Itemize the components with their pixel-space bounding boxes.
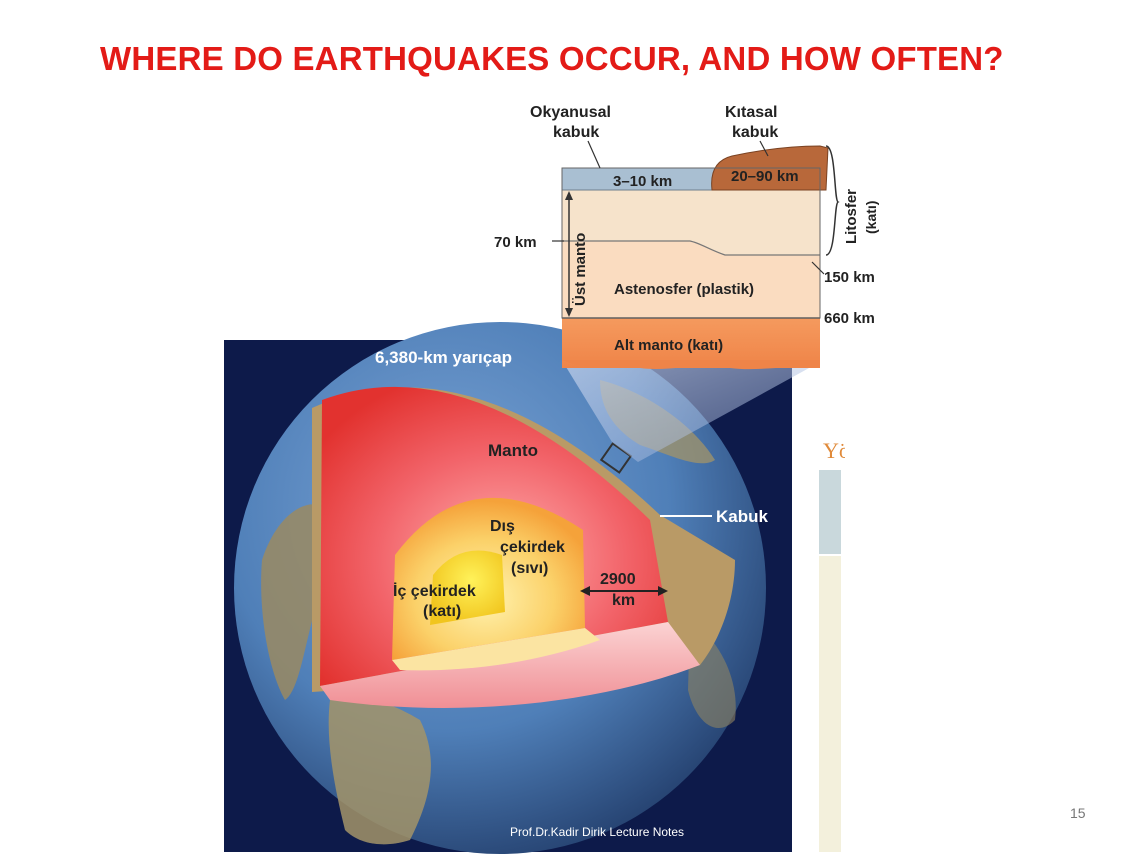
arrowhead-right-icon bbox=[658, 586, 668, 596]
panel-header-band bbox=[819, 470, 841, 554]
inner-core-label: İç çekirdek bbox=[393, 582, 476, 600]
upper-mantle-label: Üst manto bbox=[572, 233, 589, 306]
crust-cross-section bbox=[561, 145, 829, 370]
mantle-label: Manto bbox=[488, 441, 538, 460]
core-depth-value: 2900 bbox=[600, 571, 636, 588]
mantle-cut-face bbox=[320, 622, 700, 708]
outer-core-state: (sıvı) bbox=[511, 560, 548, 577]
lithosphere-state: (katı) bbox=[863, 201, 879, 234]
asthenosphere-label: Astenosfer (plastik) bbox=[614, 281, 754, 298]
page-number: 15 bbox=[1070, 805, 1086, 821]
continental-leader-line bbox=[759, 140, 769, 157]
outer-core-label-2: çekirdek bbox=[500, 539, 565, 556]
inner-core-state: (katı) bbox=[423, 603, 461, 620]
arrowhead-up-icon bbox=[565, 191, 573, 200]
lithosphere-base-line bbox=[562, 240, 820, 256]
core-depth-unit: km bbox=[612, 592, 635, 609]
depth-150-label: 150 km bbox=[824, 269, 875, 286]
lower-mantle-label: Alt manto (katı) bbox=[614, 337, 723, 354]
panel-body-band bbox=[819, 556, 841, 852]
lower-mantle-layer bbox=[562, 318, 820, 368]
slide-title: WHERE DO EARTHQUAKES OCCUR, AND HOW OFTE… bbox=[100, 40, 1004, 77]
zoom-box bbox=[599, 442, 633, 474]
continent-shape bbox=[328, 696, 431, 845]
lithosphere-bracket bbox=[825, 145, 840, 256]
outer-core-label: Dış bbox=[490, 518, 515, 535]
lithosphere-label: Litosfer bbox=[843, 189, 860, 244]
arrowhead-down-icon bbox=[565, 308, 573, 317]
outer-core-cut-face bbox=[392, 628, 600, 671]
oceanic-crust-label-2: kabuk bbox=[553, 124, 599, 141]
crust-label: Kabuk bbox=[716, 507, 769, 526]
depth-70-label: 70 km bbox=[494, 234, 537, 251]
inner-core-region bbox=[430, 550, 505, 625]
oceanic-crust-label: Okyanusal bbox=[530, 104, 611, 121]
panel-heading-fragment: Yö bbox=[823, 438, 845, 463]
continental-thickness: 20–90 km bbox=[731, 168, 799, 185]
continental-crust-label-2: kabuk bbox=[732, 124, 778, 141]
lithospheric-mantle-layer bbox=[562, 190, 820, 255]
depth-660-label: 660 km bbox=[824, 310, 875, 327]
oceanic-leader-line bbox=[587, 140, 601, 169]
radius-label: 6,380-km yarıçap bbox=[375, 348, 512, 367]
arrowhead-left-icon bbox=[580, 586, 590, 596]
lower-mantle-torn-edge bbox=[562, 360, 820, 370]
depth-150-tick bbox=[811, 261, 825, 275]
section-outline bbox=[561, 167, 821, 319]
oceanic-thickness: 3–10 km bbox=[613, 173, 672, 190]
zoom-beam bbox=[563, 362, 820, 462]
credit-line: Prof.Dr.Kadir Dirik Lecture Notes bbox=[510, 825, 685, 839]
partially-hidden-panel: Yö bbox=[819, 432, 845, 852]
continental-crust-label: Kıtasal bbox=[725, 104, 777, 121]
